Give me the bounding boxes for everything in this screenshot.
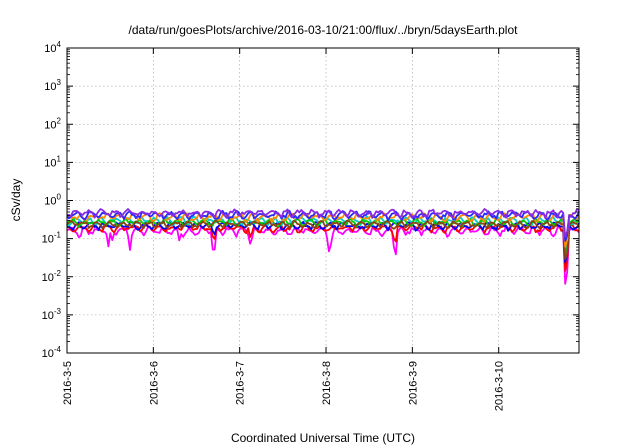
x-tick-labels: 2016-3-5 2016-3-6 2016-3-7 2016-3-8 2016-3-9… <box>62 361 506 411</box>
x-tick-label: 2016-3-10 <box>494 361 506 411</box>
y-tick-label: 10-4 <box>42 345 62 360</box>
y-tick-label: 103 <box>44 78 61 93</box>
x-tick-label: 2016-3-5 <box>62 361 74 405</box>
series-lines <box>66 208 580 285</box>
x-tick-label: 2016-3-9 <box>407 361 419 405</box>
y-tick-label: 100 <box>44 193 61 208</box>
y-tick-label: 102 <box>44 116 61 131</box>
series-line <box>66 208 580 238</box>
y-tick-label: 104 <box>44 40 61 55</box>
series-line <box>66 209 580 243</box>
series-line <box>66 212 580 248</box>
y-tick-label: 10-1 <box>42 231 62 246</box>
x-axis-title: Coordinated Universal Time (UTC) <box>231 431 415 445</box>
y-tick-label: 101 <box>44 154 61 169</box>
series-line <box>66 220 580 264</box>
y-tick-label: 10-3 <box>42 307 62 322</box>
series-line <box>66 219 580 260</box>
x-tick-label: 2016-3-8 <box>321 361 333 405</box>
gridlines <box>67 48 579 353</box>
y-tick-labels: 10-4 10-3 10-2 10-1 100 101 102 103 104 <box>42 40 62 360</box>
x-tick-label: 2016-3-7 <box>235 361 247 405</box>
axis-ticks <box>66 47 579 354</box>
series-line <box>66 225 580 285</box>
x-tick-label: 2016-3-6 <box>148 361 160 405</box>
chart-title: /data/run/goesPlots/archive/2016-03-10/2… <box>129 23 519 37</box>
y-axis-title: cSv/day <box>9 179 23 222</box>
y-tick-label: 10-2 <box>42 269 62 284</box>
